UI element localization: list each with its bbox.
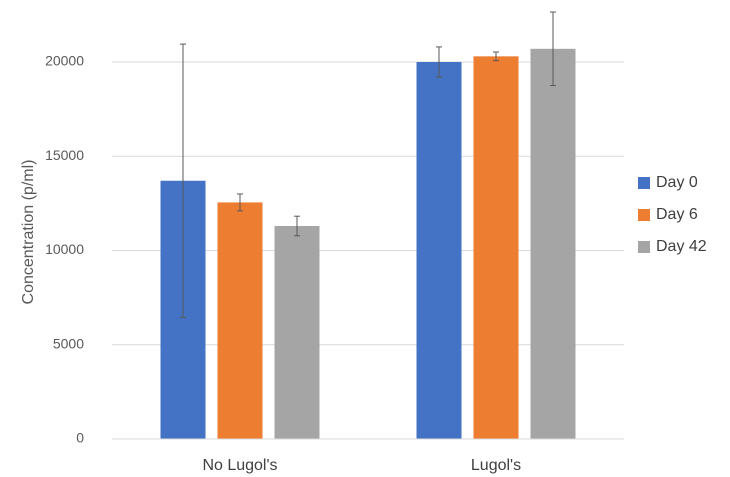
y-tick-label: 5000: [53, 335, 84, 351]
legend-swatch: [638, 241, 650, 253]
legend-label: Day 42: [656, 238, 707, 255]
bar: [531, 49, 576, 439]
legend: Day 0 Day 6 Day 42: [638, 174, 707, 255]
bar: [474, 56, 519, 439]
y-tick-label: 20000: [45, 53, 84, 69]
y-tick-label: 10000: [45, 241, 84, 257]
y-axis-label: Concentration (p/ml): [20, 160, 37, 305]
x-category-label: Lugol's: [471, 457, 521, 474]
top-strip: [0, 0, 730, 8]
x-category-label: No Lugol's: [202, 457, 277, 474]
bar: [417, 62, 462, 439]
legend-swatch: [638, 177, 650, 189]
bar: [275, 226, 320, 439]
legend-label: Day 6: [656, 206, 698, 223]
y-tick-label: 15000: [45, 147, 84, 163]
bar: [218, 202, 263, 439]
y-tick-label: 0: [76, 430, 84, 446]
y-axis-ticks: 0 5000 10000 15000 20000: [45, 53, 84, 446]
bars: [161, 49, 576, 439]
legend-swatch: [638, 209, 650, 221]
x-axis-categories: No Lugol's Lugol's: [202, 457, 521, 474]
legend-label: Day 0: [656, 174, 698, 191]
